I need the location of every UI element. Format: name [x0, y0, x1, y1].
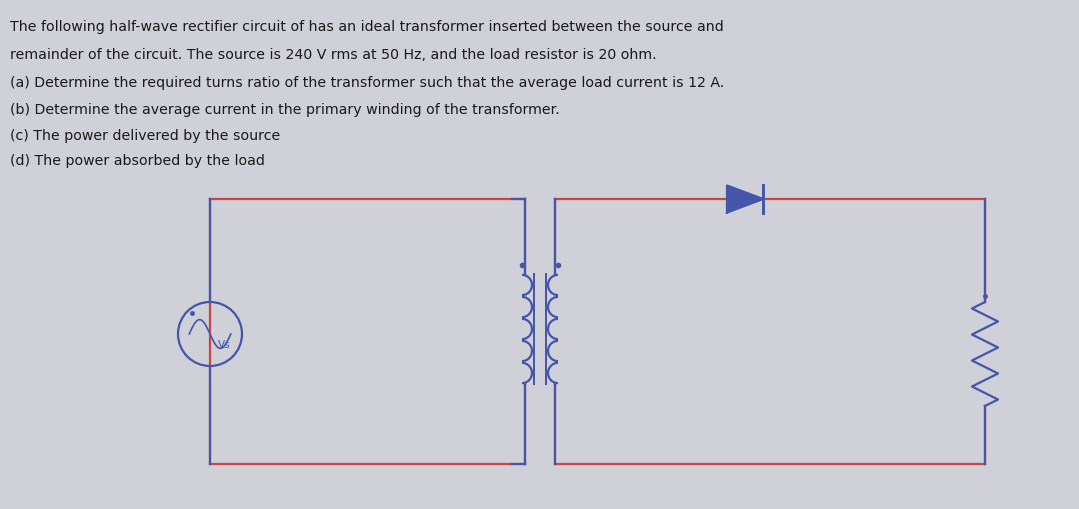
- Text: (d) The power absorbed by the load: (d) The power absorbed by the load: [10, 154, 264, 167]
- Text: The following half-wave rectifier circuit of has an ideal transformer inserted b: The following half-wave rectifier circui…: [10, 20, 724, 34]
- Text: Vs: Vs: [218, 339, 231, 349]
- Text: (a) Determine the required turns ratio of the transformer such that the average : (a) Determine the required turns ratio o…: [10, 76, 724, 90]
- Polygon shape: [727, 186, 763, 213]
- Text: (b) Determine the average current in the primary winding of the transformer.: (b) Determine the average current in the…: [10, 103, 560, 117]
- Text: remainder of the circuit. The source is 240 V rms at 50 Hz, and the load resisto: remainder of the circuit. The source is …: [10, 48, 657, 62]
- Text: (c) The power delivered by the source: (c) The power delivered by the source: [10, 129, 281, 143]
